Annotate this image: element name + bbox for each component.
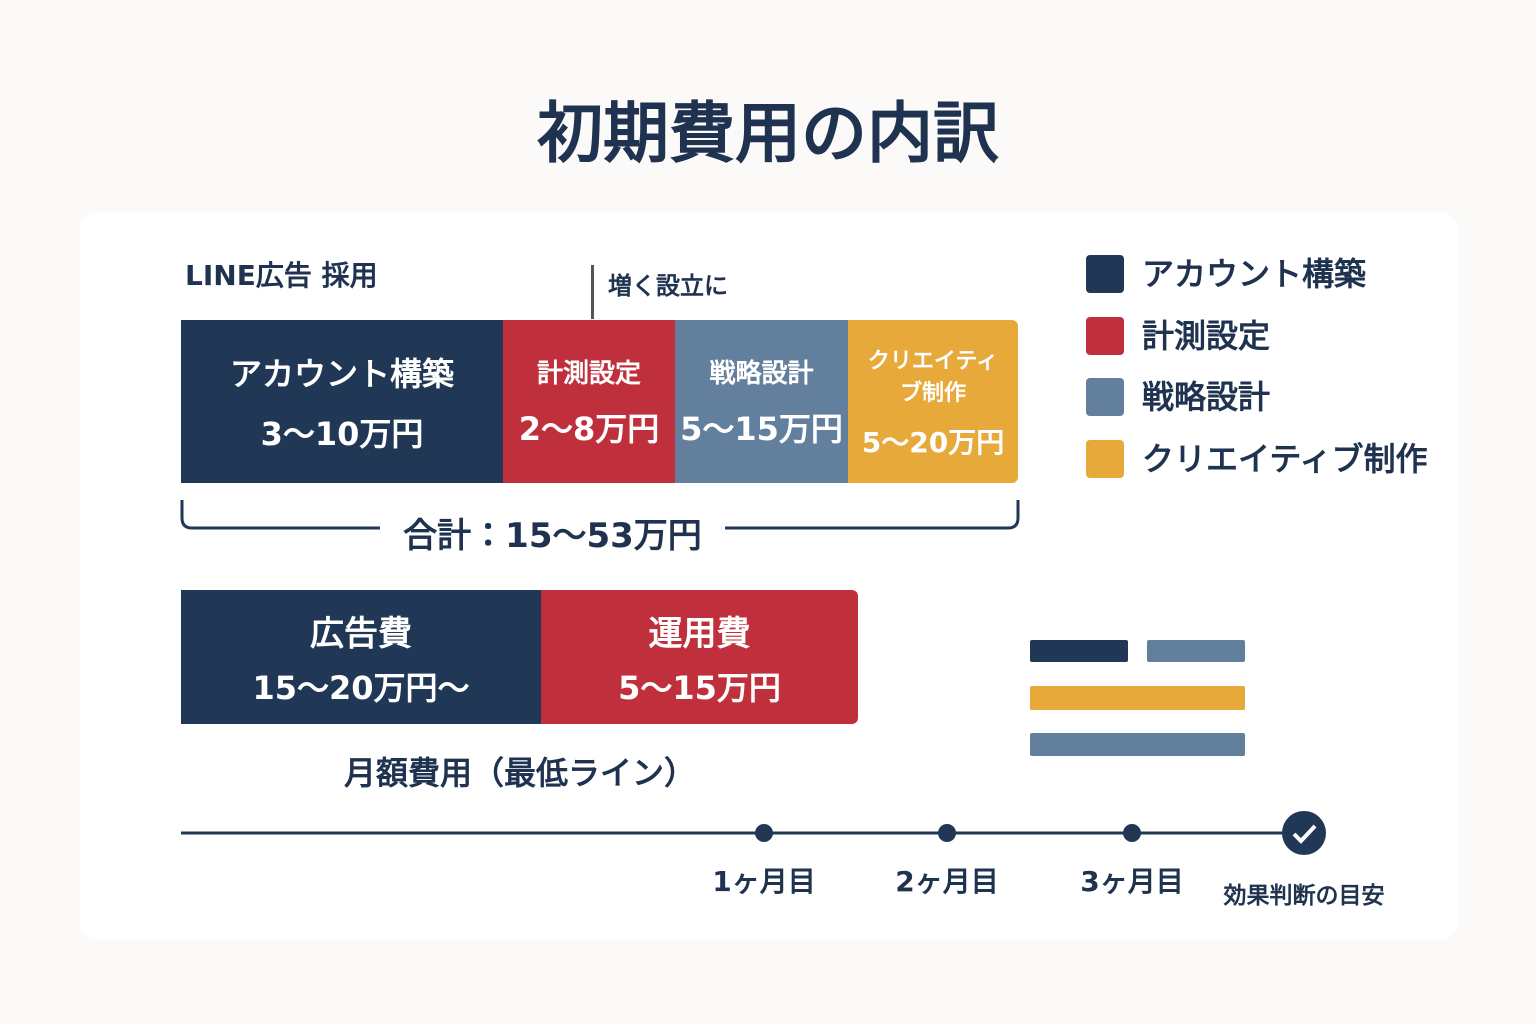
segment: アカウント構築 3〜10万円 bbox=[181, 320, 503, 483]
segment-label: アカウント構築 bbox=[229, 354, 454, 393]
segment-amount: 15〜20万円〜 bbox=[252, 668, 470, 707]
timeline-label: 3ヶ月目 bbox=[1080, 865, 1184, 898]
legend-label: クリエイティブ制作 bbox=[1142, 440, 1428, 478]
segment-amount: 2〜8万円 bbox=[518, 410, 660, 448]
segment-amount: 3〜10万円 bbox=[260, 414, 424, 453]
monthly-caption: 月額費用（最低ライン） bbox=[343, 754, 696, 792]
legend-swatch bbox=[1086, 255, 1124, 293]
annotation-line bbox=[591, 265, 594, 319]
segment-label: クリエイティブ制作 bbox=[867, 348, 999, 406]
segment: クリエイティブ制作 5〜20万円 bbox=[848, 320, 1018, 483]
legend-swatch bbox=[1086, 440, 1124, 478]
legend-swatch bbox=[1086, 317, 1124, 355]
segment-label: 戦略設計 bbox=[709, 359, 814, 389]
legend-label: 計測設定 bbox=[1142, 317, 1271, 355]
segment-label: 運用費 bbox=[648, 613, 751, 654]
segment-amount: 5〜15万円 bbox=[680, 410, 843, 448]
segment-label: 計測設定 bbox=[536, 359, 641, 389]
segment: 戦略設計 5〜15万円 bbox=[675, 320, 848, 483]
legend-label: アカウント構築 bbox=[1142, 255, 1367, 293]
segment: 運用費 5〜15万円 bbox=[541, 590, 858, 724]
timeline-label: 効果判断の目安 bbox=[1223, 883, 1385, 909]
title: 初期費用の内訳 bbox=[537, 95, 999, 172]
legend-label: 戦略設計 bbox=[1142, 378, 1271, 416]
segment-amount: 5〜20万円 bbox=[861, 425, 1005, 459]
legend-swatch bbox=[1086, 378, 1124, 416]
timeline-label: 2ヶ月目 bbox=[895, 865, 999, 898]
timeline-label: 1ヶ月目 bbox=[712, 865, 816, 898]
segment-amount: 5〜15万円 bbox=[618, 668, 781, 707]
segment: 計測設定 2〜8万円 bbox=[503, 320, 675, 483]
annotation: 増く設立に bbox=[608, 272, 728, 300]
plan-label: LINE広告 採用 bbox=[185, 259, 378, 292]
total: 合計：15〜53万円 bbox=[403, 516, 702, 556]
segment-label: 広告費 bbox=[310, 613, 412, 654]
segment: 広告費 15〜20万円〜 bbox=[181, 590, 541, 724]
